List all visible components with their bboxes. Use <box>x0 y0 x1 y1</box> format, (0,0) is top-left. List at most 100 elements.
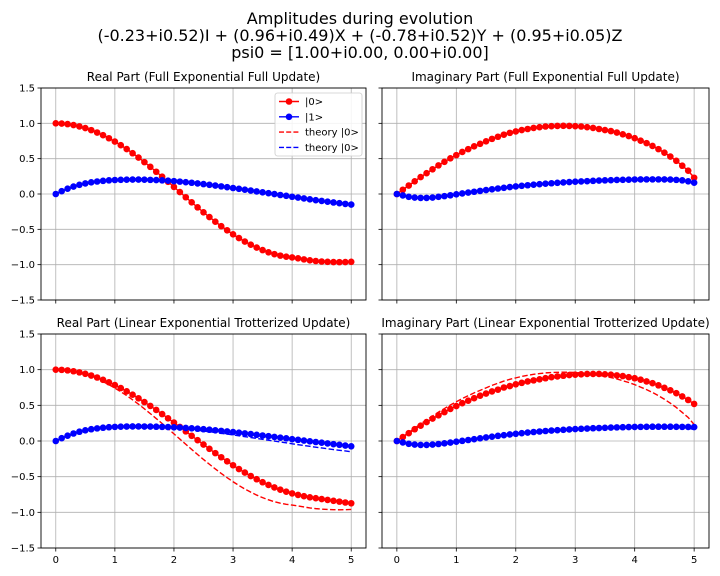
data-point <box>300 195 308 202</box>
data-point <box>200 425 207 433</box>
data-point <box>135 176 142 183</box>
subplot-title: Real Part (Linear Exponential Trotterize… <box>57 316 351 330</box>
data-point <box>135 394 142 402</box>
data-point <box>64 185 71 192</box>
data-point <box>235 234 243 242</box>
data-point <box>631 176 638 183</box>
data-point <box>212 218 219 225</box>
data-point <box>271 484 278 491</box>
data-point <box>678 423 686 431</box>
data-point <box>147 163 154 171</box>
x-tick-label: 5 <box>348 555 354 566</box>
data-point <box>518 182 526 190</box>
data-point <box>524 429 531 436</box>
data-point <box>58 366 65 374</box>
data-point <box>678 162 686 170</box>
y-tick-label: −1.0 <box>11 508 35 519</box>
data-point <box>453 191 460 198</box>
data-point <box>625 132 633 140</box>
data-point <box>336 441 343 449</box>
data-point <box>494 185 502 192</box>
data-point <box>476 392 484 400</box>
data-point <box>512 380 520 388</box>
series-line-theory <box>55 368 352 511</box>
data-point <box>342 499 349 506</box>
data-point <box>530 428 537 436</box>
data-point <box>330 497 337 505</box>
data-point <box>330 440 337 448</box>
data-point <box>147 423 154 430</box>
data-point <box>506 183 514 191</box>
data-point <box>625 176 633 183</box>
data-point <box>105 177 113 184</box>
data-point <box>417 173 424 181</box>
data-point <box>158 410 166 418</box>
data-point <box>560 179 567 186</box>
data-point <box>129 423 136 430</box>
data-point <box>571 371 579 378</box>
data-point <box>488 185 496 193</box>
data-point <box>105 134 113 142</box>
data-point <box>141 158 148 166</box>
data-point <box>253 431 260 439</box>
data-point <box>253 244 260 251</box>
data-point <box>447 191 454 199</box>
data-point <box>129 391 136 399</box>
data-point <box>482 390 490 397</box>
data-point <box>524 378 531 385</box>
data-point <box>70 183 77 190</box>
data-point <box>64 367 71 374</box>
data-point <box>512 128 520 135</box>
data-point <box>271 250 278 258</box>
data-point <box>560 122 567 130</box>
data-point <box>613 129 621 136</box>
data-point <box>194 425 201 433</box>
data-point <box>164 177 172 185</box>
data-point <box>347 442 355 450</box>
legend-marker <box>285 98 293 105</box>
data-point <box>583 123 591 131</box>
data-point <box>206 426 213 434</box>
data-point <box>649 142 656 150</box>
data-point <box>530 181 537 188</box>
data-point <box>631 374 638 382</box>
data-point <box>678 177 686 184</box>
data-point <box>200 180 207 188</box>
data-point <box>294 491 302 499</box>
data-point <box>300 256 308 263</box>
data-point <box>667 176 674 183</box>
data-point <box>678 393 686 400</box>
data-point <box>152 168 160 176</box>
data-point <box>607 424 615 431</box>
data-point <box>583 425 591 432</box>
data-point <box>76 123 83 130</box>
data-point <box>265 432 272 440</box>
data-point <box>655 176 662 183</box>
data-point <box>554 179 561 187</box>
data-point <box>536 123 543 131</box>
data-point <box>601 424 609 432</box>
data-point <box>324 496 331 504</box>
data-point <box>288 435 296 443</box>
data-point <box>152 423 160 431</box>
y-tick-label: 1.5 <box>19 330 35 341</box>
data-point <box>318 258 325 265</box>
data-point <box>447 439 454 446</box>
data-point <box>259 432 266 439</box>
data-point <box>530 124 537 132</box>
data-point <box>506 129 514 137</box>
data-point <box>194 204 201 211</box>
data-point <box>170 419 178 426</box>
data-point <box>82 180 89 187</box>
data-point <box>482 138 490 145</box>
data-point <box>188 425 195 432</box>
data-point <box>441 192 448 200</box>
data-point <box>282 253 290 260</box>
legend-label: theory |0> <box>305 128 359 139</box>
data-point <box>64 120 71 128</box>
plot-area <box>52 120 355 266</box>
data-point <box>117 141 125 149</box>
data-point <box>82 370 89 378</box>
data-point <box>637 137 644 144</box>
data-point <box>589 370 597 378</box>
